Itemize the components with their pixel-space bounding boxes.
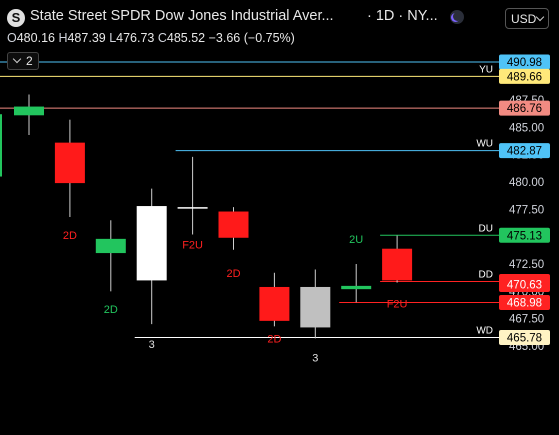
open-value: 480.16 — [16, 31, 55, 45]
symbol-logo-icon[interactable]: S — [7, 9, 25, 27]
indicators-count: 2 — [26, 54, 33, 68]
level-name-label: WD — [476, 325, 493, 336]
y-axis-tick-label: 467.50 — [509, 314, 544, 326]
signal-label: 3 — [312, 352, 318, 364]
signal-label: 2D — [104, 304, 118, 316]
level-name-label: WU — [476, 139, 493, 150]
y-axis-tick-label: 480.00 — [509, 177, 544, 189]
candle-body — [177, 207, 208, 209]
change-value: −3.66 (−0.75%) — [208, 31, 295, 45]
price-tag-label: 490.98 — [507, 57, 542, 69]
signal-label: 2D — [267, 334, 281, 346]
signal-label: F2U — [182, 240, 203, 252]
signal-label: F2U — [387, 299, 408, 311]
high-value: 487.39 — [67, 31, 106, 45]
ohlc-readout: O480.16 H487.39 L476.73 C485.52 −3.66 (−… — [7, 31, 295, 45]
chevron-down-icon — [12, 54, 22, 64]
price-tag-label: 482.87 — [507, 146, 542, 158]
signal-label: 2D — [63, 230, 77, 242]
price-tag-label: 486.76 — [507, 103, 542, 115]
price-tag-label: 489.66 — [507, 71, 542, 83]
currency-label: USD — [511, 12, 537, 26]
low-value: 476.73 — [116, 31, 155, 45]
price-tag-label: 465.78 — [507, 332, 542, 344]
candle-body — [54, 142, 85, 184]
price-tag — [499, 294, 550, 310]
price-tag — [499, 276, 550, 292]
close-label: C — [157, 31, 167, 45]
price-tag — [499, 143, 550, 159]
close-value: 485.52 — [166, 31, 206, 45]
level-name-label: DU — [479, 223, 493, 234]
interval-label[interactable]: · 1D · NY... — [367, 8, 438, 24]
price-tag-label: 468.98 — [507, 297, 542, 309]
price-tag — [499, 68, 550, 84]
candle-body — [95, 238, 126, 254]
candle-body — [300, 286, 331, 328]
price-tag — [499, 54, 550, 70]
price-tag — [499, 227, 550, 243]
signal-label: 2U — [349, 234, 363, 246]
indicators-toggle[interactable]: 2 — [7, 52, 39, 70]
candle-body — [382, 248, 413, 281]
y-axis-tick-label: 477.50 — [509, 204, 544, 216]
candle-body — [14, 106, 44, 116]
candle-body — [341, 285, 372, 290]
price-tag — [499, 100, 550, 116]
chevron-down-icon — [535, 12, 545, 22]
candle-body — [218, 211, 249, 238]
low-label: L — [109, 31, 117, 45]
price-tag-label: 470.63 — [507, 279, 542, 291]
level-name-label: YU — [479, 64, 493, 75]
candle-body — [136, 206, 167, 281]
chart-header: S State Street SPDR Dow Jones Industrial… — [0, 0, 559, 70]
price-tag — [499, 329, 550, 345]
signal-label: 3 — [149, 339, 155, 351]
open-label: O — [7, 31, 17, 45]
signal-label: 2D — [226, 268, 240, 280]
price-tag-label: 475.13 — [507, 230, 542, 242]
level-name-label: DD — [479, 270, 493, 281]
candle-body — [259, 286, 290, 321]
y-axis-tick-label: 472.50 — [509, 259, 544, 271]
moon-icon[interactable] — [450, 10, 464, 24]
y-axis-tick-label: 485.00 — [509, 122, 544, 134]
currency-select[interactable]: USD — [505, 8, 549, 29]
high-label: H — [58, 31, 68, 45]
symbol-title[interactable]: State Street SPDR Dow Jones Industrial A… — [30, 8, 334, 24]
